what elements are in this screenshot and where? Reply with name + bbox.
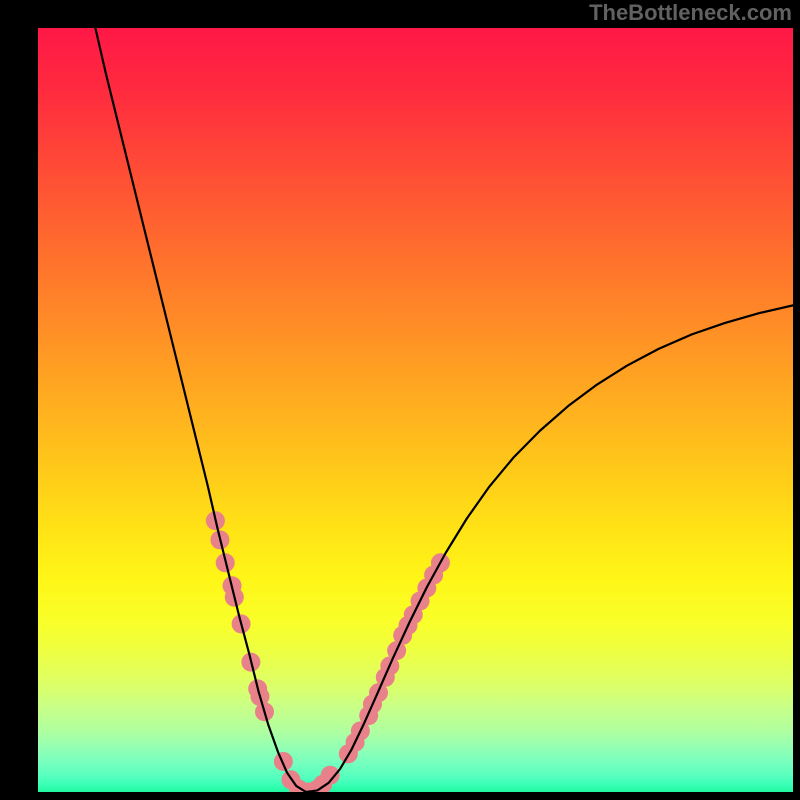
curves-layer	[38, 28, 793, 792]
data-marker	[274, 752, 293, 771]
plot-frame	[38, 28, 793, 792]
chart-container: TheBottleneck.com	[0, 0, 800, 800]
curve-left	[95, 28, 306, 792]
curve-right	[306, 305, 793, 792]
watermark-label: TheBottleneck.com	[589, 0, 792, 26]
